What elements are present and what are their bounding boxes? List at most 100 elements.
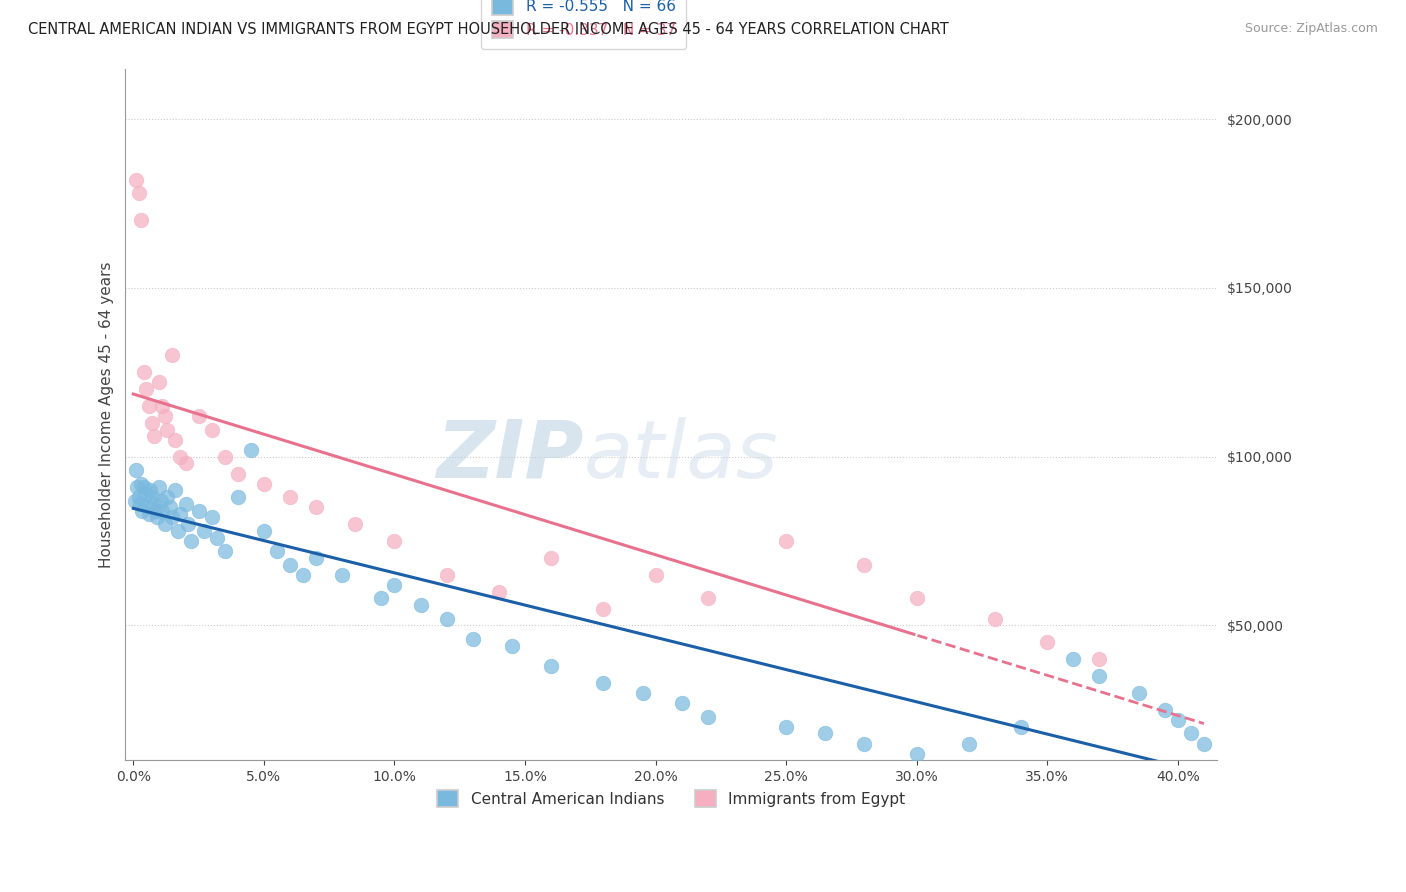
Point: [148, 376, 170, 390]
Point: [165, 433, 187, 447]
Point: [128, 490, 150, 504]
Point: [1062, 652, 1084, 666]
Point: [266, 544, 288, 558]
Point: [1192, 737, 1215, 751]
Point: [1036, 635, 1059, 649]
Point: [153, 517, 176, 532]
Point: [344, 517, 367, 532]
Point: [1167, 713, 1189, 727]
Point: [141, 416, 163, 430]
Point: [143, 429, 166, 443]
Point: [131, 503, 153, 517]
Point: [162, 348, 184, 362]
Point: [132, 365, 155, 379]
Point: [853, 558, 876, 572]
Point: [305, 550, 328, 565]
Point: [201, 423, 224, 437]
Point: [125, 173, 148, 187]
Point: [957, 737, 980, 751]
Point: [169, 450, 191, 464]
Point: [135, 382, 157, 396]
Point: [775, 720, 797, 734]
Point: [193, 524, 215, 538]
Point: [330, 567, 353, 582]
Point: [127, 480, 149, 494]
Point: [156, 423, 179, 437]
Point: [162, 510, 184, 524]
Point: [129, 476, 152, 491]
Point: [138, 507, 160, 521]
Point: [1153, 703, 1175, 717]
Point: [165, 483, 187, 498]
Point: [145, 503, 167, 517]
Point: [540, 659, 562, 673]
Y-axis label: Householder Income Ages 45 - 64 years: Householder Income Ages 45 - 64 years: [100, 261, 114, 567]
Point: [278, 558, 301, 572]
Point: [124, 493, 146, 508]
Point: [205, 531, 228, 545]
Point: [150, 503, 173, 517]
Point: [139, 483, 162, 498]
Point: [488, 584, 510, 599]
Point: [141, 490, 163, 504]
Point: [631, 686, 654, 700]
Point: [180, 534, 202, 549]
Point: [984, 612, 1007, 626]
Point: [125, 463, 148, 477]
Point: [187, 503, 209, 517]
Point: [461, 632, 484, 646]
Point: [177, 517, 200, 532]
Point: [174, 456, 197, 470]
Point: [775, 534, 797, 549]
Point: [696, 591, 718, 606]
Point: [159, 500, 181, 515]
Point: [905, 747, 928, 761]
Point: [814, 726, 837, 740]
Legend: Central American Indians, Immigrants from Egypt: Central American Indians, Immigrants fro…: [429, 782, 912, 815]
Point: [153, 409, 176, 424]
Point: [148, 480, 170, 494]
Point: [174, 497, 197, 511]
Point: [146, 510, 169, 524]
Point: [436, 612, 458, 626]
Point: [853, 737, 876, 751]
Point: [226, 467, 249, 481]
Point: [214, 450, 236, 464]
Point: [436, 567, 458, 582]
Text: Source: ZipAtlas.com: Source: ZipAtlas.com: [1244, 22, 1378, 36]
Point: [136, 500, 159, 515]
Point: [1088, 652, 1111, 666]
Point: [696, 709, 718, 723]
Point: [239, 442, 262, 457]
Point: [132, 480, 155, 494]
Text: ZIP: ZIP: [436, 417, 583, 495]
Point: [384, 534, 406, 549]
Point: [278, 490, 301, 504]
Point: [128, 186, 150, 201]
Point: [501, 639, 523, 653]
Point: [592, 601, 614, 615]
Point: [305, 500, 328, 515]
Point: [1180, 726, 1202, 740]
Point: [1088, 669, 1111, 683]
Point: [135, 487, 157, 501]
Point: [169, 507, 191, 521]
Point: [226, 490, 249, 504]
Point: [128, 497, 150, 511]
Point: [129, 213, 152, 227]
Point: [253, 476, 276, 491]
Point: [540, 550, 562, 565]
Point: [187, 409, 209, 424]
Point: [143, 497, 166, 511]
Point: [201, 510, 224, 524]
Point: [166, 524, 188, 538]
Point: [644, 567, 666, 582]
Point: [156, 490, 179, 504]
Text: atlas: atlas: [583, 417, 779, 495]
Point: [214, 544, 236, 558]
Point: [384, 578, 406, 592]
Point: [671, 696, 693, 710]
Point: [149, 493, 172, 508]
Point: [1128, 686, 1150, 700]
Point: [253, 524, 276, 538]
